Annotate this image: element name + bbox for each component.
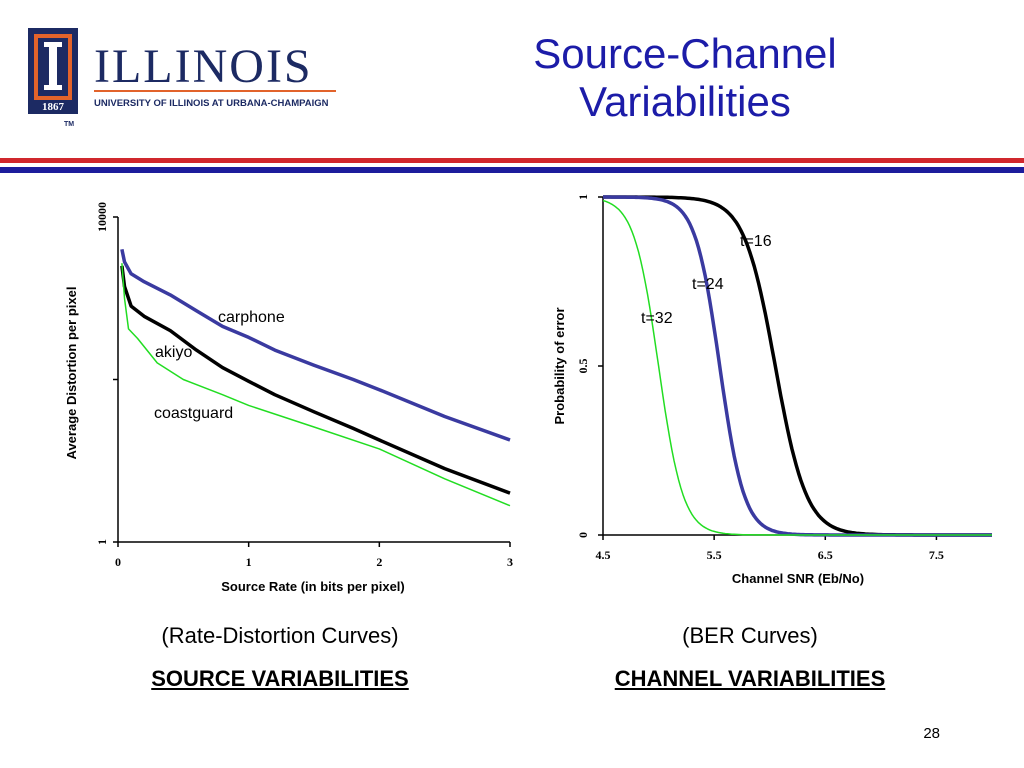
caption-channel-variabilities: CHANNEL VARIABILITIES [614, 666, 886, 691]
ber-y-tick-label: 0 [576, 532, 590, 538]
logo-year: 1867 [42, 101, 65, 113]
annotation-carphone: carphone [218, 309, 285, 326]
logo-trademark: TM [64, 121, 74, 128]
ber-series-group [602, 195, 992, 537]
slide-title-line2: Variabilities [579, 78, 791, 125]
logo-subtitle: UNIVERSITY OF ILLINOIS AT URBANA-CHAMPAI… [94, 98, 329, 109]
slide-title: Source-Channel Variabilities [470, 30, 900, 126]
rd-x-tick-label: 1 [246, 555, 252, 569]
rd-tick-labels: 0 1 2 3 1 10000 [95, 202, 513, 569]
caption-rate-distortion: (Rate-Distortion Curves) [161, 623, 399, 648]
ber-x-tick-label: 7.5 [929, 548, 944, 562]
rd-series-carphone [120, 248, 511, 442]
ber-chart: 4.5 5.5 6.5 7.5 0 0.5 1 Channel SNR (Eb/No) Pr… [552, 194, 992, 586]
rd-ticks [113, 216, 511, 547]
university-logo: 1867 ILLINOIS UNIVERSITY OF ILLINOIS AT … [28, 28, 336, 128]
rd-x-tick-label: 3 [507, 555, 513, 569]
ber-x-tick-label: 6.5 [818, 548, 833, 562]
ber-y-tick-label: 1 [576, 194, 590, 200]
ber-series-t32 [602, 199, 992, 536]
ber-y-tick-label: 0.5 [576, 359, 590, 374]
slide-title-line1: Source-Channel [533, 30, 837, 77]
rd-series-akiyo [120, 265, 511, 495]
ber-series-t16 [603, 195, 992, 537]
header-rule-blue [0, 167, 1024, 173]
rd-x-tick-label: 2 [376, 555, 382, 569]
ber-x-tick-label: 5.5 [707, 548, 722, 562]
page-number: 28 [923, 725, 940, 742]
ber-x-tick-label: 4.5 [596, 548, 611, 562]
rd-y-tick-label: 1 [95, 539, 109, 545]
header-rule-red [0, 158, 1024, 163]
rd-x-tick-label: 0 [115, 555, 121, 569]
rd-x-axis-label: Source Rate (in bits per pixel) [221, 579, 405, 594]
ber-x-axis-label: Channel SNR (Eb/No) [732, 571, 864, 586]
ber-y-axis-label: Probability of error [552, 307, 567, 424]
annotation-t32: t=32 [641, 310, 673, 327]
ber-tick-labels: 4.5 5.5 6.5 7.5 0 0.5 1 [576, 194, 944, 562]
annotation-t16: t=16 [740, 233, 772, 250]
rd-axes [117, 217, 510, 543]
rd-series-group [120, 248, 511, 507]
rate-distortion-chart: 0 1 2 3 1 10000 Source Rate (in bits per pixe… [64, 202, 513, 594]
logo-divider [94, 90, 336, 92]
caption-ber-curves: (BER Curves) [682, 623, 818, 648]
caption-source-variabilities: SOURCE VARIABILITIES [151, 666, 409, 691]
rd-series-coastguard [121, 263, 511, 507]
logo-wordmark: ILLINOIS [94, 40, 313, 93]
annotation-akiyo: akiyo [155, 344, 192, 361]
ber-axes [602, 197, 992, 536]
ber-series-t24 [603, 195, 992, 537]
annotation-t24: t=24 [692, 276, 724, 293]
logo-column-icon [44, 42, 62, 90]
annotation-coastguard: coastguard [154, 405, 233, 422]
rd-y-tick-label: 10000 [95, 202, 109, 232]
rd-y-axis-label: Average Distortion per pixel [64, 287, 79, 460]
